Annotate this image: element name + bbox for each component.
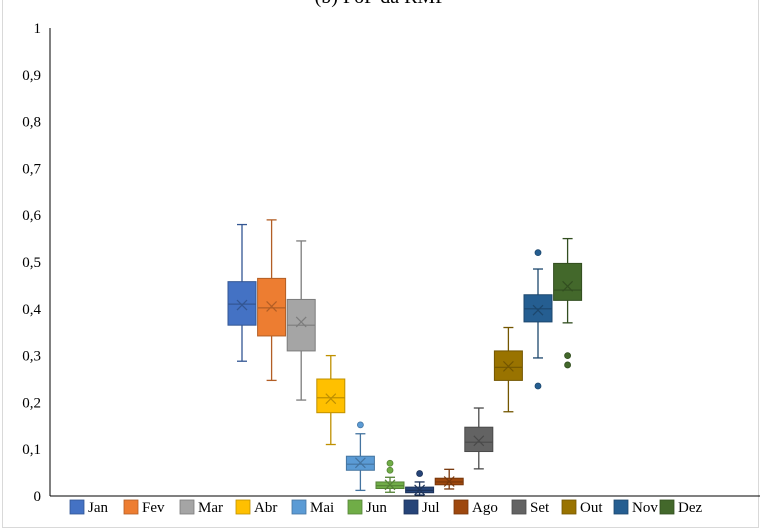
legend-swatch [613, 499, 629, 515]
legend-label: Set [530, 500, 550, 516]
legend-label: Jul [422, 500, 440, 516]
outlier-point [386, 466, 394, 474]
legend-label: Jun [366, 500, 387, 516]
mean-marker [354, 457, 366, 469]
legend-label: Fev [142, 500, 165, 516]
mean-marker [532, 304, 544, 316]
box-out [493, 350, 523, 381]
outlier-point [534, 382, 542, 390]
legend-label: Mar [198, 500, 223, 516]
mean-marker [473, 435, 485, 447]
y-tick-label: 0,5 [22, 255, 41, 271]
y-tick-label: 0,6 [22, 208, 41, 224]
mean-marker [384, 479, 396, 491]
outlier-point [534, 249, 542, 257]
legend-label: Ago [472, 500, 498, 516]
legend-swatch [511, 499, 527, 515]
y-tick-label: 0,2 [22, 395, 41, 411]
y-tick-label: 0,4 [22, 302, 41, 318]
box-set [464, 426, 494, 453]
legend-label: Jan [88, 500, 108, 516]
legend-label: Abr [254, 500, 277, 516]
y-tick-label: 0,9 [22, 68, 41, 84]
legend-swatch [235, 499, 251, 515]
legend-swatch [403, 499, 419, 515]
outlier-point [564, 361, 571, 369]
y-tick-label: 0,3 [22, 349, 41, 365]
legend-swatch [123, 499, 139, 515]
legend-label: Nov [632, 500, 658, 516]
chart-title: (b) FoF da RMF [0, 0, 761, 9]
mean-marker [266, 301, 278, 312]
y-tick-label: 0,8 [22, 115, 41, 131]
outlier-point [356, 421, 364, 429]
mean-marker [502, 360, 514, 372]
box-dez [553, 262, 583, 301]
y-tick-label: 0 [34, 489, 42, 505]
mean-marker [325, 393, 337, 405]
outlier-point [386, 459, 394, 467]
outlier-point [416, 470, 424, 477]
legend-swatch [291, 499, 307, 515]
legend-swatch [561, 499, 577, 515]
mean-marker [236, 299, 248, 311]
mean-marker [295, 316, 307, 328]
y-tick-label: 0,7 [22, 161, 41, 177]
y-tick-label: 0,1 [22, 442, 41, 458]
legend-swatch [69, 499, 85, 515]
y-tick-label: 1 [34, 21, 42, 37]
legend-label: Mai [310, 500, 334, 516]
box-abr [316, 378, 346, 414]
legend-swatch [179, 499, 195, 515]
legend-label: Out [580, 500, 603, 516]
mean-marker [414, 484, 426, 496]
legend-label: Dez [678, 500, 702, 516]
outlier-point [564, 352, 571, 360]
legend-swatch [659, 499, 675, 515]
mean-marker [443, 476, 455, 487]
legend-swatch [453, 499, 469, 515]
box-jan [227, 281, 257, 326]
legend-swatch [347, 499, 363, 515]
mean-marker [562, 280, 574, 292]
